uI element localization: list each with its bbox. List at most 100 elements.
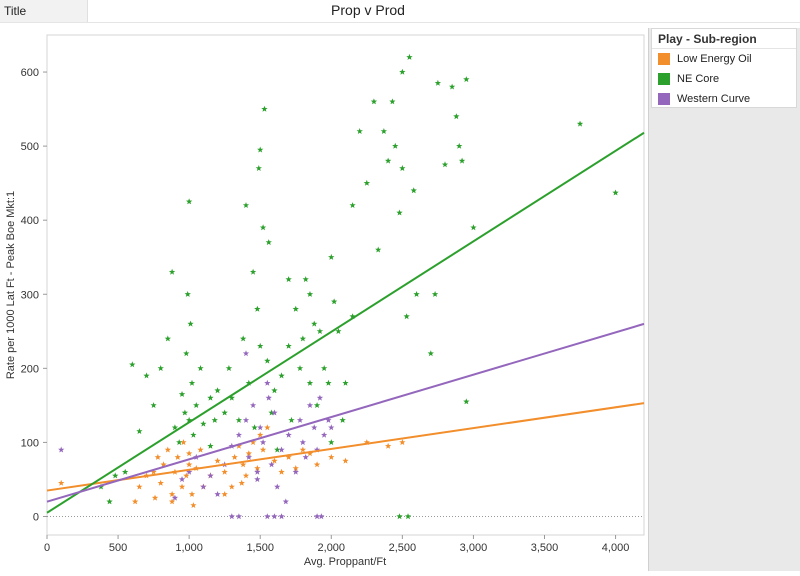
data-point[interactable] xyxy=(235,431,242,438)
data-point[interactable] xyxy=(268,461,275,468)
data-point[interactable] xyxy=(240,461,247,468)
data-point[interactable] xyxy=(264,379,271,386)
data-point[interactable] xyxy=(278,372,285,379)
data-point[interactable] xyxy=(288,416,295,423)
data-point[interactable] xyxy=(316,328,324,334)
data-point[interactable] xyxy=(176,439,183,446)
data-point[interactable] xyxy=(250,439,257,446)
data-point[interactable] xyxy=(271,409,278,416)
data-point[interactable] xyxy=(122,468,129,475)
data-point[interactable] xyxy=(453,113,460,120)
data-point[interactable] xyxy=(186,450,193,457)
data-point[interactable] xyxy=(174,453,181,460)
data-point[interactable] xyxy=(164,335,171,342)
data-point[interactable] xyxy=(403,313,410,320)
data-point[interactable] xyxy=(132,498,139,505)
data-point[interactable] xyxy=(257,424,264,431)
data-point[interactable] xyxy=(58,479,65,486)
data-point[interactable] xyxy=(150,468,157,475)
data-point[interactable] xyxy=(318,513,325,520)
data-point[interactable] xyxy=(228,483,235,490)
data-point[interactable] xyxy=(271,387,278,394)
data-point[interactable] xyxy=(214,491,221,497)
data-point[interactable] xyxy=(178,391,186,397)
data-point[interactable] xyxy=(254,468,261,475)
data-point[interactable] xyxy=(259,224,267,231)
data-point[interactable] xyxy=(434,79,441,86)
data-point[interactable] xyxy=(342,379,349,386)
data-point[interactable] xyxy=(328,453,335,460)
data-point[interactable] xyxy=(259,446,267,453)
data-point[interactable] xyxy=(197,365,204,371)
data-point[interactable] xyxy=(292,305,299,312)
data-point[interactable] xyxy=(399,165,406,171)
data-point[interactable] xyxy=(313,461,321,468)
data-point[interactable] xyxy=(254,305,261,312)
data-point[interactable] xyxy=(259,439,267,446)
data-point[interactable] xyxy=(200,420,207,427)
data-point[interactable] xyxy=(268,409,275,416)
data-point[interactable] xyxy=(306,450,314,457)
data-point[interactable] xyxy=(242,202,250,208)
data-point[interactable] xyxy=(200,483,207,490)
data-point[interactable] xyxy=(183,472,190,479)
data-point[interactable] xyxy=(375,246,382,253)
data-point[interactable] xyxy=(413,291,420,297)
data-point[interactable] xyxy=(188,491,196,497)
data-point[interactable] xyxy=(410,187,417,194)
data-point[interactable] xyxy=(385,157,392,164)
data-point[interactable] xyxy=(370,98,378,105)
data-point[interactable] xyxy=(154,453,161,460)
data-point[interactable] xyxy=(321,365,328,371)
data-point[interactable] xyxy=(238,479,245,486)
data-point[interactable] xyxy=(441,161,449,168)
data-point[interactable] xyxy=(211,416,218,423)
data-point[interactable] xyxy=(456,142,463,149)
data-point[interactable] xyxy=(157,365,164,371)
data-point[interactable] xyxy=(257,431,264,438)
data-point[interactable] xyxy=(136,428,143,434)
data-point[interactable] xyxy=(251,424,258,431)
data-point[interactable] xyxy=(325,379,332,386)
legend-item-low-energy-oil[interactable]: Low Energy Oil xyxy=(652,49,796,69)
data-point[interactable] xyxy=(342,457,349,464)
data-point[interactable] xyxy=(321,431,328,438)
data-point[interactable] xyxy=(193,402,200,408)
data-point[interactable] xyxy=(349,202,356,208)
title-tab[interactable]: Title xyxy=(0,0,88,22)
data-point[interactable] xyxy=(265,239,272,246)
data-point[interactable] xyxy=(396,513,403,520)
data-point[interactable] xyxy=(255,165,262,171)
data-point[interactable] xyxy=(228,513,235,520)
data-point[interactable] xyxy=(242,350,250,357)
data-point[interactable] xyxy=(58,446,65,453)
data-point[interactable] xyxy=(221,468,228,475)
data-point[interactable] xyxy=(306,379,314,386)
data-point[interactable] xyxy=(188,379,196,386)
data-point[interactable] xyxy=(186,468,193,475)
data-point[interactable] xyxy=(261,105,268,112)
data-point[interactable] xyxy=(186,461,193,468)
data-point[interactable] xyxy=(449,83,456,90)
data-point[interactable] xyxy=(313,513,321,520)
data-point[interactable] xyxy=(292,465,299,471)
data-point[interactable] xyxy=(316,394,324,401)
data-point[interactable] xyxy=(285,453,292,460)
data-point[interactable] xyxy=(264,513,271,520)
data-point[interactable] xyxy=(250,402,257,408)
data-point[interactable] xyxy=(183,350,190,357)
data-point[interactable] xyxy=(207,472,214,479)
data-point[interactable] xyxy=(254,465,261,471)
data-point[interactable] xyxy=(160,461,167,468)
data-point[interactable] xyxy=(254,476,261,483)
data-point[interactable] xyxy=(328,439,335,446)
data-point[interactable] xyxy=(431,291,439,297)
data-point[interactable] xyxy=(335,328,342,334)
data-point[interactable] xyxy=(245,379,252,386)
data-point[interactable] xyxy=(271,513,278,520)
data-point[interactable] xyxy=(356,128,363,134)
data-point[interactable] xyxy=(235,416,242,423)
data-point[interactable] xyxy=(271,457,278,464)
data-point[interactable] xyxy=(363,179,370,186)
data-point[interactable] xyxy=(328,424,335,431)
